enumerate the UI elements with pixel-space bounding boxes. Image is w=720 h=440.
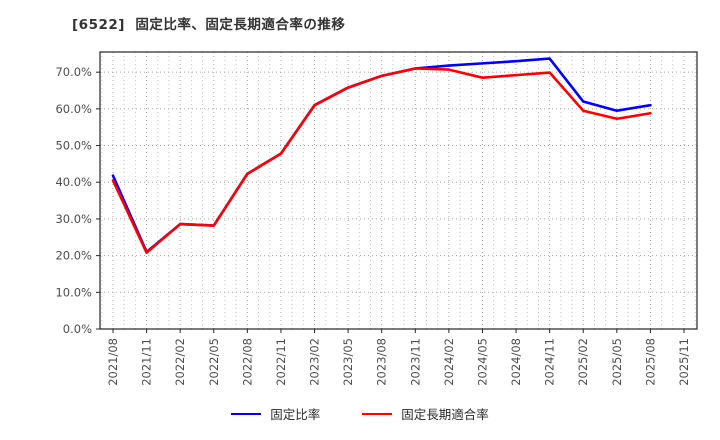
plot-border	[99, 51, 698, 330]
legend-label: 固定長期適合率	[401, 407, 489, 422]
y-tick-label: 60.0%	[55, 102, 92, 116]
red-line-swatch-icon	[362, 412, 393, 415]
x-tick-label: 2025/11	[677, 338, 691, 386]
x-tick-label: 2024/11	[543, 338, 557, 386]
blue-line-swatch-icon	[231, 412, 262, 415]
x-tick-label: 2021/11	[140, 338, 154, 386]
y-tick-label: 10.0%	[55, 285, 92, 299]
x-tick-label: 2024/08	[509, 338, 523, 386]
x-tick-label: 2022/02	[173, 338, 187, 386]
x-tick-label: 2023/11	[408, 338, 422, 386]
series-line-固定長期適合率	[111, 67, 652, 254]
legend-item-fixed-longterm-ratio: 固定長期適合率	[362, 404, 489, 423]
chart-title: [6522] 固定比率、固定長期適合率の推移	[72, 17, 346, 33]
x-tick-label: 2025/08	[643, 338, 657, 386]
x-tick-label: 2024/05	[475, 338, 489, 386]
series-line-固定比率	[111, 57, 652, 254]
y-tick-label: 30.0%	[55, 212, 92, 226]
x-tick-label: 2023/02	[308, 338, 322, 386]
x-tick-label: 2021/08	[106, 338, 120, 386]
y-tick-label: 40.0%	[55, 175, 92, 189]
x-tick-label: 2022/11	[274, 338, 288, 386]
x-tick-label: 2024/02	[442, 338, 456, 386]
y-tick-label: 20.0%	[55, 249, 92, 263]
y-tick-label: 0.0%	[63, 322, 92, 336]
legend-label: 固定比率	[270, 407, 321, 422]
legend-item-fixed-ratio: 固定比率	[231, 404, 320, 423]
x-tick-label: 2022/05	[207, 338, 221, 386]
x-tick-label: 2025/05	[610, 338, 624, 386]
x-tick-label: 2023/08	[375, 338, 389, 386]
x-tick-label: 2022/08	[240, 338, 254, 386]
x-tick-label: 2023/05	[341, 338, 355, 386]
y-tick-label: 70.0%	[55, 65, 92, 79]
chart-legend: 固定比率 固定長期適合率	[0, 404, 720, 423]
y-tick-label: 50.0%	[55, 139, 92, 153]
x-tick-label: 2025/02	[576, 338, 590, 386]
